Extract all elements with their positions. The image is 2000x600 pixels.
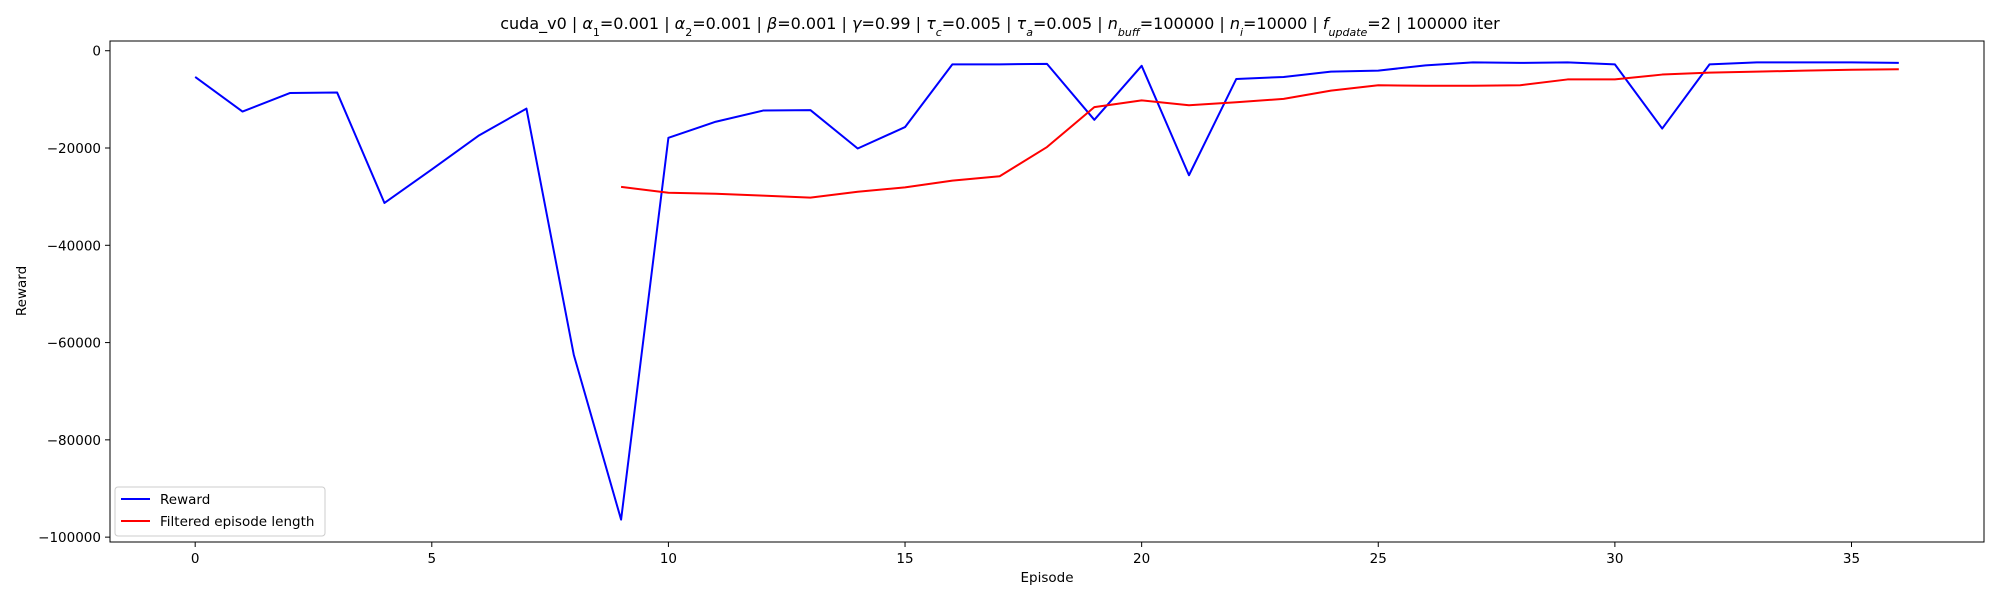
title-fupdate-subscript: update: [1329, 26, 1368, 39]
title-beta-symbol: β: [766, 14, 777, 33]
title-alpha1-symbol: α: [582, 14, 593, 33]
x-tick-label: 35: [1843, 551, 1860, 567]
title-alpha1-value: =0.001 |: [600, 14, 675, 33]
title-ni-subscript: i: [1240, 26, 1243, 39]
x-tick-label: 25: [1370, 551, 1387, 567]
title-beta-value: =0.001 |: [777, 14, 852, 33]
title-fupdate-value: =2 | 100000 iter: [1367, 14, 1500, 33]
chart-title: cuda_v0 | α1=0.001 | α2=0.001 | β=0.001 …: [500, 14, 1500, 39]
y-tick-label: −100000: [38, 530, 101, 546]
x-axis-label: Episode: [1020, 570, 1073, 586]
y-axis-label: Reward: [14, 266, 30, 316]
legend: Reward Filtered episode length: [114, 486, 326, 537]
x-axis-ticks: 0 5 10 15 20 25 30 35: [191, 542, 1860, 567]
x-tick-label: 15: [896, 551, 913, 567]
title-gamma-symbol: γ: [852, 14, 863, 33]
legend-filtered-label: Filtered episode length: [160, 514, 314, 530]
title-ni-symbol: n: [1230, 14, 1240, 33]
legend-box: [114, 486, 326, 537]
title-taua-symbol: τ: [1017, 14, 1027, 33]
title-ni-value: =10000 |: [1243, 14, 1323, 33]
x-tick-label: 10: [660, 551, 677, 567]
title-prefix: cuda_v0 |: [500, 14, 582, 34]
x-tick-label: 5: [428, 551, 437, 567]
title-alpha2-symbol: α: [675, 14, 686, 33]
title-tauc-subscript: c: [936, 26, 942, 39]
title-gamma-value: =0.99 |: [861, 14, 926, 33]
x-tick-label: 30: [1606, 551, 1623, 567]
y-tick-label: −60000: [47, 336, 101, 352]
title-nbuff-value: =100000 |: [1140, 14, 1230, 33]
title-alpha2-subscript: 2: [685, 26, 692, 39]
title-alpha2-value: =0.001 |: [692, 14, 767, 33]
title-nbuff-subscript: buff: [1118, 26, 1141, 39]
plot-frame: [109, 40, 1985, 543]
legend-reward-label: Reward: [160, 492, 210, 508]
series-filtered-episode-length-line: [620, 68, 1899, 199]
y-axis-ticks: 0 −20000 −40000 −60000 −80000 −100000: [38, 44, 110, 546]
series-layer: [194, 61, 1899, 521]
series-reward-line: [194, 61, 1899, 521]
title-nbuff-symbol: n: [1108, 14, 1118, 33]
title-taua-subscript: a: [1026, 26, 1033, 39]
x-tick-label: 20: [1133, 551, 1150, 567]
x-tick-label: 0: [191, 551, 200, 567]
y-tick-label: −20000: [47, 141, 101, 157]
title-tauc-value: =0.005 |: [942, 14, 1017, 33]
title-taua-value: =0.005 |: [1033, 14, 1108, 33]
title-tauc-symbol: τ: [926, 14, 936, 33]
y-tick-label: −80000: [47, 433, 101, 449]
y-tick-label: 0: [92, 44, 101, 60]
title-alpha1-subscript: 1: [593, 26, 600, 39]
title-fupdate-symbol: f: [1323, 14, 1331, 33]
y-tick-label: −40000: [47, 238, 101, 254]
